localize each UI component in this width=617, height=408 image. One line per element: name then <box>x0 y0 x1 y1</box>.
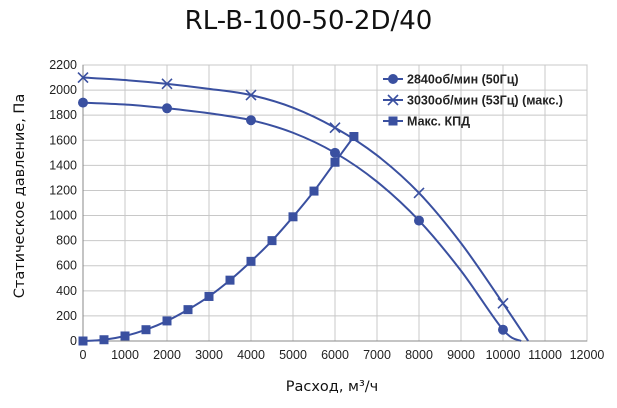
data-point <box>413 187 425 199</box>
data-point <box>329 122 341 134</box>
data-point <box>183 305 193 315</box>
x-tick-label: 11000 <box>528 348 562 362</box>
x-marker-stroke <box>245 89 257 101</box>
y-tick-label: 1600 <box>49 133 77 147</box>
x-tick-label: 5000 <box>279 348 307 362</box>
data-point <box>77 71 89 84</box>
data-point <box>246 115 256 126</box>
y-tick-label: 2000 <box>49 83 77 97</box>
legend-label: Макс. КПД <box>407 115 470 129</box>
legend-label: 3030об/мин (53Гц) (макс.) <box>407 94 563 108</box>
y-tick-label: 1200 <box>49 183 77 197</box>
data-point <box>141 325 151 335</box>
data-point <box>162 316 172 326</box>
legend-marker <box>388 74 398 84</box>
data-point <box>120 331 130 341</box>
series-3 <box>78 132 359 346</box>
x-tick-label: 2000 <box>153 348 181 362</box>
x-tick-label: 7000 <box>363 348 391 362</box>
x-marker-stroke <box>77 71 89 84</box>
data-point <box>330 157 340 167</box>
y-tick-label: 400 <box>56 284 77 298</box>
legend-entry-1: 2840об/мин (50Гц) <box>383 73 519 87</box>
x-tick-label: 8000 <box>405 348 433 362</box>
x-tick-label: 4000 <box>237 348 265 362</box>
legend-marker <box>387 94 399 106</box>
x-marker-stroke <box>329 122 341 134</box>
x-marker-stroke <box>497 297 509 309</box>
data-point <box>245 89 257 101</box>
data-point <box>349 132 359 142</box>
series-1 <box>78 97 522 342</box>
x-tick-labels: 0 1000 2000 3000 4000 5000 6000 7000 8000 9000 100… <box>80 348 605 362</box>
legend-marker <box>388 116 398 126</box>
y-tick-label: 0 <box>70 334 77 348</box>
y-tick-label: 200 <box>56 309 77 323</box>
x-marker-stroke <box>161 78 173 90</box>
data-point <box>225 275 235 285</box>
data-point <box>246 256 256 266</box>
y-tick-label: 1400 <box>49 158 77 172</box>
y-tick-label: 600 <box>56 259 77 273</box>
x-marker-stroke <box>413 187 425 199</box>
x-tick-label: 1000 <box>111 348 139 362</box>
y-tick-label: 2200 <box>49 58 77 72</box>
x-tick-label: 6000 <box>321 348 349 362</box>
x-tick-label: 0 <box>80 348 87 362</box>
series <box>77 71 530 346</box>
x-tick-label: 3000 <box>195 348 223 362</box>
x-axis-label: Расход, м³/ч <box>286 379 379 395</box>
y-tick-label: 800 <box>56 234 77 248</box>
legend: 2840об/мин (50Гц) 3030об/мин (53Гц) (макс… <box>383 73 563 129</box>
series-line <box>82 76 530 342</box>
data-point <box>414 215 424 226</box>
data-point <box>78 97 88 108</box>
y-tick-label: 1000 <box>49 209 77 223</box>
data-point <box>204 291 214 301</box>
data-point <box>498 324 508 335</box>
x-tick-label: 12000 <box>570 348 605 362</box>
data-point <box>330 147 340 158</box>
data-point <box>267 236 277 246</box>
y-axis-label: Статическое давление, Па <box>12 94 28 298</box>
chart-title: RL-B-100-50-2D/40 <box>184 6 433 36</box>
y-tick-labels: 0 200 400 600 800 1000 1200 1400 1600 1800 2000 220… <box>49 58 77 348</box>
data-point <box>99 335 109 345</box>
y-tick-label: 1800 <box>49 108 77 122</box>
x-tick-label: 10000 <box>486 348 521 362</box>
data-point <box>161 78 173 90</box>
legend-entry-2: 3030об/мин (53Гц) (макс.) <box>383 94 563 108</box>
x-marker-stroke <box>387 94 399 106</box>
data-point <box>162 103 172 114</box>
x-tick-label: 9000 <box>447 348 475 362</box>
series-2 <box>77 71 530 342</box>
data-point <box>288 212 298 222</box>
axes <box>82 65 587 342</box>
legend-label: 2840об/мин (50Гц) <box>407 73 519 87</box>
legend-entry-3: Макс. КПД <box>383 115 470 129</box>
data-point <box>497 297 509 309</box>
data-point <box>309 186 319 196</box>
data-point <box>78 336 88 346</box>
